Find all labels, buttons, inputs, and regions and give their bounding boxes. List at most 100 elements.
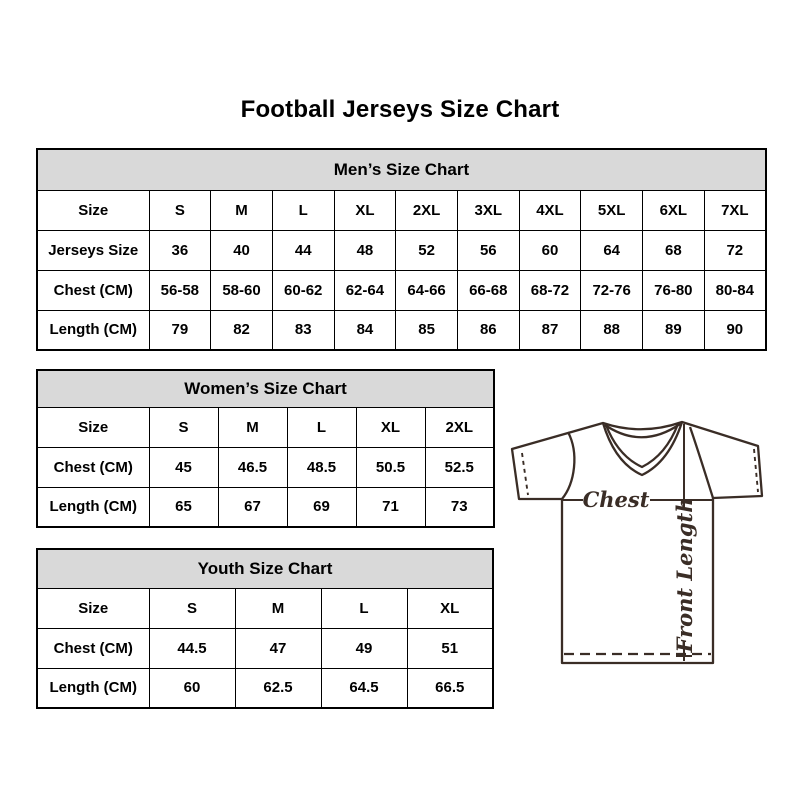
cell: 64-66 [395,269,458,311]
table-row: Length (CM) 79 82 83 84 85 86 87 88 89 90 [36,309,767,351]
cell: 40 [210,229,273,271]
cell: 2XL [424,406,495,448]
table-row: Size S M L XL [36,587,494,629]
cell: 36 [148,229,212,271]
table-row: Chest (CM) 45 46.5 48.5 50.5 52.5 [36,446,495,488]
chest-label: Chest [583,487,650,512]
cell: 82 [210,309,273,351]
cell: 68 [642,229,705,271]
cell: 62-64 [333,269,397,311]
cell: 72-76 [580,269,643,311]
cell: L [271,189,335,231]
cell: 60 [148,667,236,709]
cell: 85 [395,309,458,351]
row-label: Length (CM) [36,667,150,709]
cell: 56-58 [148,269,212,311]
cell: 6XL [642,189,705,231]
cell: 76-80 [642,269,705,311]
jersey-diagram-svg: Chest Front Length [510,420,764,665]
cell: 56 [456,229,520,271]
row-label: Length (CM) [36,309,150,351]
table-row: Size S M L XL 2XL [36,406,495,448]
cell: 84 [333,309,397,351]
table-title-row: Men’s Size Chart [36,148,767,191]
youth-size-table: Youth Size Chart Size S M L XL Chest (CM) 44.5 4… [36,548,495,709]
table-title-row: Youth Size Chart [36,548,494,589]
cell: XL [406,587,494,629]
row-label: Size [36,406,150,448]
table-row: Length (CM) 65 67 69 71 73 [36,486,495,528]
cell: 49 [320,627,408,669]
front-length-label: Front Length [672,498,697,654]
table-row: Chest (CM) 44.5 47 49 51 [36,627,494,669]
cell: 48 [333,229,397,271]
table-title-row: Women’s Size Chart [36,369,495,408]
row-label: Jerseys Size [36,229,150,271]
cell: 62.5 [234,667,322,709]
cell: 3XL [456,189,520,231]
table-row: Jerseys Size 36 40 44 48 52 56 60 64 68 72 [36,229,767,271]
cell: 52 [395,229,458,271]
cell: 72 [703,229,767,271]
cell: 69 [286,486,357,528]
cell: 71 [355,486,426,528]
cell: 64.5 [320,667,408,709]
left-sleeve-seam [561,431,576,500]
cell: M [234,587,322,629]
table-row: Size S M L XL 2XL 3XL 4XL 5XL 6XL 7XL [36,189,767,231]
cell: 48.5 [286,446,357,488]
jersey-outline [510,420,764,665]
table-row: Length (CM) 60 62.5 64.5 66.5 [36,667,494,709]
row-label: Chest (CM) [36,446,150,488]
cell: 51 [406,627,494,669]
row-label: Chest (CM) [36,627,150,669]
cell: S [148,406,219,448]
cell: 44.5 [148,627,236,669]
cell: 2XL [395,189,458,231]
cell: 73 [424,486,495,528]
cell: S [148,587,236,629]
cell: 44 [271,229,335,271]
cell: M [210,189,273,231]
cell: 5XL [580,189,643,231]
cell: L [320,587,408,629]
cell: S [148,189,212,231]
cell: L [286,406,357,448]
cell: 79 [148,309,212,351]
cell: 80-84 [703,269,767,311]
cell: 90 [703,309,767,351]
table-title: Women’s Size Chart [36,369,495,408]
collar-inner-arc [604,423,681,439]
cell: 52.5 [424,446,495,488]
page-title: Football Jerseys Size Chart [240,96,560,123]
table-row: Chest (CM) 56-58 58-60 60-62 62-64 64-66 66-68… [36,269,767,311]
table-title: Men’s Size Chart [36,148,767,191]
row-label: Length (CM) [36,486,150,528]
cell: 4XL [518,189,582,231]
cell: 88 [580,309,643,351]
cell: 68-72 [518,269,582,311]
cell: 83 [271,309,335,351]
cell: 67 [217,486,288,528]
row-label: Size [36,587,150,629]
cell: 50.5 [355,446,426,488]
cell: 47 [234,627,322,669]
collar-outer-v [601,421,684,477]
cell: 45 [148,446,219,488]
jersey-measurement-diagram: Chest Front Length [505,408,770,673]
row-label: Chest (CM) [36,269,150,311]
right-sleeve-seam [688,426,715,499]
womens-size-table: Women’s Size Chart Size S M L XL 2XL Chest (CM)… [36,369,496,528]
cell: 46.5 [217,446,288,488]
cell: 60-62 [271,269,335,311]
cell: 58-60 [210,269,273,311]
mens-size-table: Men’s Size Chart Size S M L XL 2XL 3XL 4XL 5XL 6XL… [36,148,767,351]
cell: 89 [642,309,705,351]
cell: 87 [518,309,582,351]
cell: 64 [580,229,643,271]
left-cuff-stitch [521,452,529,496]
right-cuff-stitch [753,448,759,493]
cell: 66-68 [456,269,520,311]
collar-trim-v [604,423,680,469]
cell: M [217,406,288,448]
